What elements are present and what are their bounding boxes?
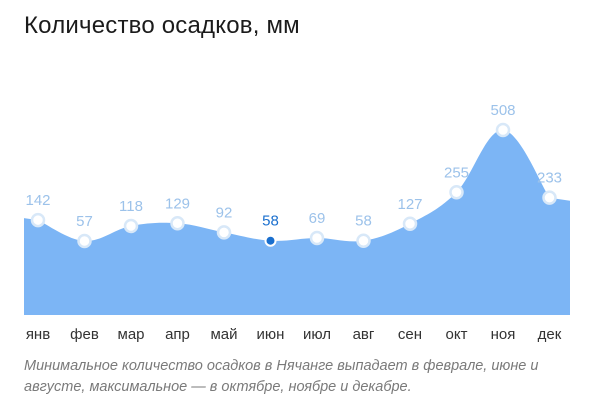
x-tick-label-мар: мар: [118, 326, 145, 343]
chart-title: Количество осадков, мм: [24, 12, 300, 39]
data-point-июн: [264, 234, 277, 247]
x-tick-label-дек: дек: [538, 326, 562, 343]
x-tick-label-апр: апр: [165, 326, 190, 343]
data-point-июл: [309, 230, 325, 246]
data-markers: [30, 122, 557, 249]
data-label-июн: 58: [262, 213, 279, 230]
data-labels: 142 57 118 129 92 58 69 58 127 255 508 233: [25, 102, 562, 230]
data-label-окт: 255: [444, 164, 469, 181]
data-point-май: [216, 225, 232, 240]
data-label-сен: 127: [397, 196, 422, 213]
data-label-фев: 57: [76, 213, 93, 230]
data-label-мар: 118: [119, 198, 143, 215]
data-point-окт: [449, 185, 464, 200]
data-point-фев: [77, 233, 92, 249]
x-tick-label-авг: авг: [353, 326, 375, 343]
chart-caption: Минимальное количество осадков в Нячанге…: [24, 358, 539, 395]
precipitation-area-chart: 142 57 118 129 92 58 69 58 127 255 508 233 янв фев ма…: [24, 102, 570, 343]
data-label-ноя: 508: [490, 102, 515, 119]
x-tick-label-ноя: ноя: [491, 326, 516, 343]
data-point-мар: [123, 218, 139, 234]
data-point-апр: [170, 216, 185, 231]
x-tick-label-сен: сен: [398, 326, 422, 343]
data-point-дек: [542, 190, 557, 205]
data-point-янв: [30, 212, 46, 228]
data-label-дек: 233: [537, 170, 562, 187]
x-tick-label-янв: янв: [26, 326, 50, 343]
data-point-сен: [402, 216, 418, 232]
x-tick-label-июл: июл: [303, 326, 331, 343]
data-point-ноя: [495, 122, 511, 138]
data-label-июл: 69: [309, 210, 326, 227]
data-point-авг: [356, 233, 371, 248]
data-label-авг: 58: [355, 213, 372, 230]
x-axis-tick-labels: янв фев мар апр май июн июл авг сен окт ноя дек: [26, 326, 562, 343]
data-label-янв: 142: [25, 192, 50, 209]
x-tick-label-фев: фев: [70, 326, 99, 343]
data-label-май: 92: [216, 204, 233, 221]
x-tick-label-май: май: [210, 326, 237, 343]
precipitation-area: [24, 129, 570, 315]
x-tick-label-июн: июн: [257, 326, 285, 343]
x-tick-label-окт: окт: [446, 326, 468, 343]
data-label-апр: 129: [165, 195, 190, 212]
